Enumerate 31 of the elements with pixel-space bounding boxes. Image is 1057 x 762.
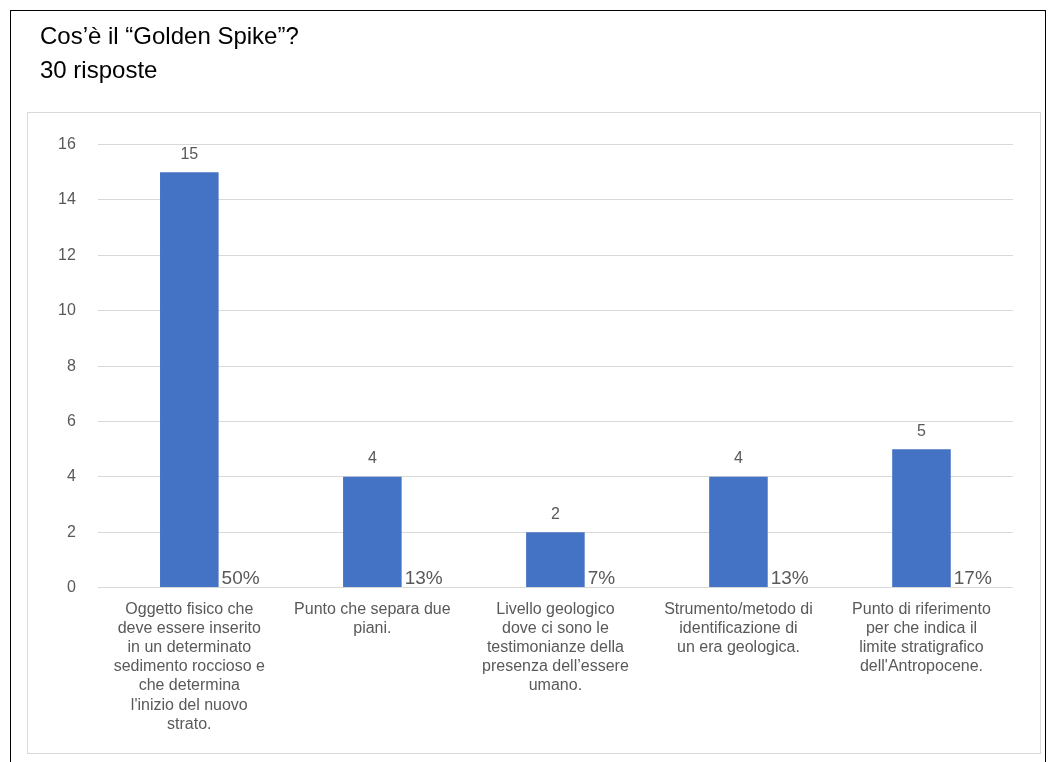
x-tick-label: Oggetto fisico che deve essere inserito in un determinato sedimento roccioso e che determina l'inizio del nuovo strato. xyxy=(113,599,266,732)
x-tick-label: Strumento/metodo di identificazione di un era geologica. xyxy=(664,599,813,656)
data-label: 2 xyxy=(550,504,560,522)
y-tick-label: 12 xyxy=(58,245,76,263)
bar xyxy=(526,532,585,588)
bar xyxy=(892,449,951,588)
data-label: 15 xyxy=(180,144,199,162)
y-tick-label: 0 xyxy=(66,578,76,596)
y-tick-label: 10 xyxy=(58,301,76,319)
bar xyxy=(343,476,402,588)
data-label: 4 xyxy=(733,449,743,467)
bar xyxy=(709,476,768,588)
y-tick-label: 14 xyxy=(58,190,76,208)
y-tick-label: 6 xyxy=(66,411,76,429)
x-tick-label: Livello geologico dove ci sono le testimonianze della presenza dell’essere umano. xyxy=(482,599,629,694)
data-label: 4 xyxy=(367,449,377,467)
annotation: 13% xyxy=(770,567,809,589)
y-tick-label: 16 xyxy=(58,135,76,153)
annotation: 7% xyxy=(587,567,616,589)
data-label: 5 xyxy=(917,421,927,439)
annotation: 17% xyxy=(953,567,992,589)
annotation: 50% xyxy=(221,567,260,589)
chart-title: Cos’è il “Golden Spike”? xyxy=(40,22,299,50)
x-tick-label: Punto che separa due piani. xyxy=(294,599,451,636)
chart-subtitle: 30 risposte xyxy=(40,56,158,84)
y-tick-label: 4 xyxy=(66,467,76,485)
bar xyxy=(160,172,219,588)
y-tick-label: 8 xyxy=(66,356,76,374)
x-tick-label: Punto di riferimento per che indica il limite stratigrafico dell'Antropocene. xyxy=(852,599,991,675)
annotation: 13% xyxy=(404,567,443,589)
y-tick-label: 2 xyxy=(66,522,76,540)
